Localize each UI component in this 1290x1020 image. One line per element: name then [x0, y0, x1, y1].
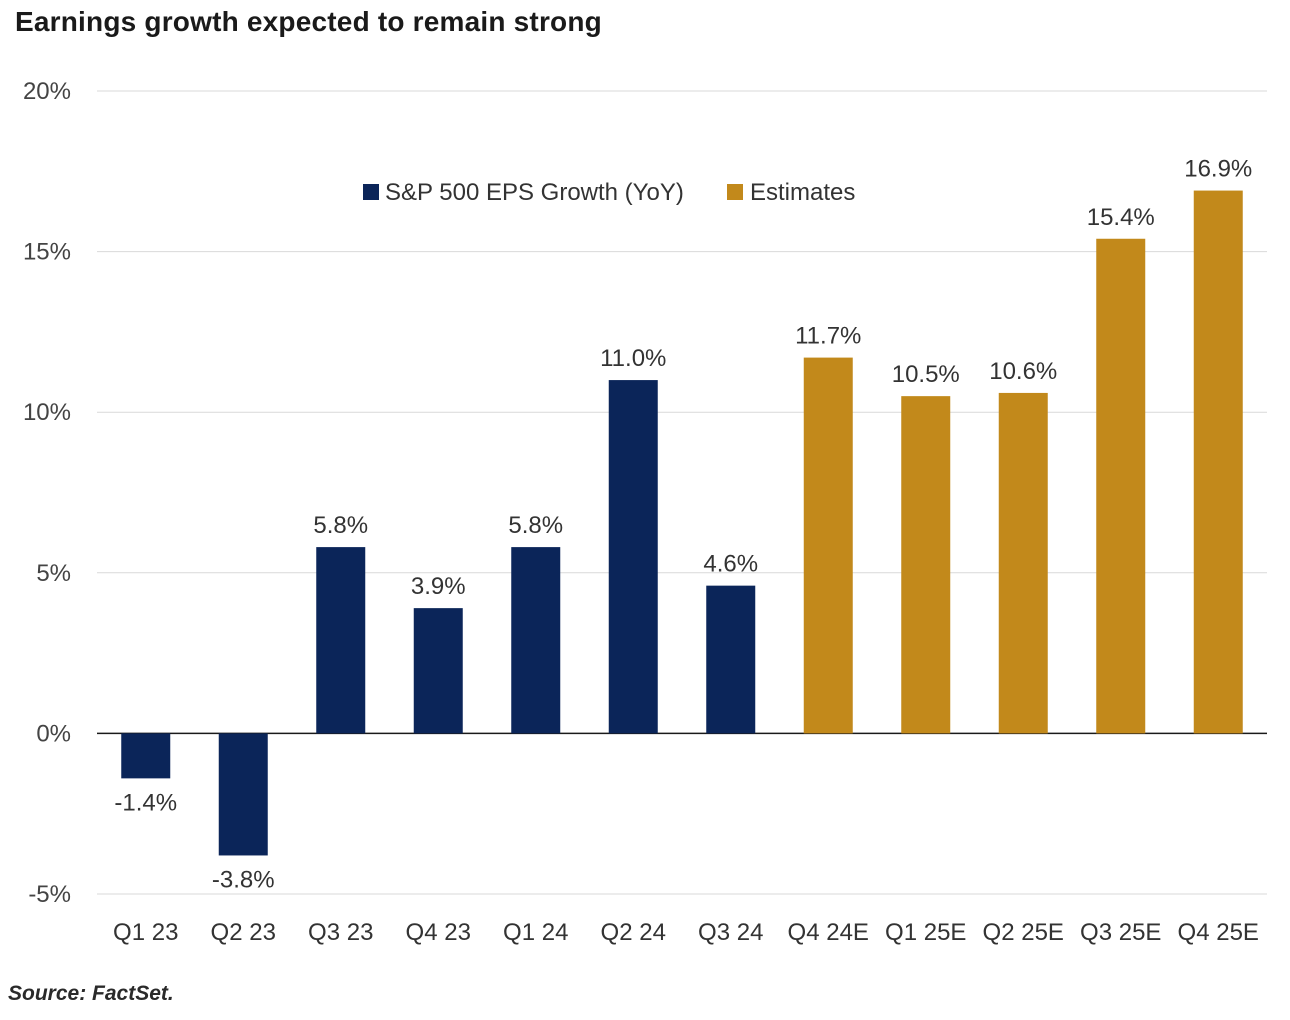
gridlines [97, 90, 1267, 895]
bar [413, 608, 463, 734]
x-tick-label: Q2 24 [601, 919, 666, 946]
x-tick-label: Q1 24 [503, 919, 568, 946]
bar [511, 547, 561, 734]
bar [218, 733, 268, 856]
x-tick-label: Q4 23 [406, 919, 471, 946]
bar [121, 733, 171, 779]
legend-label: S&P 500 EPS Growth (YoY) [385, 179, 684, 206]
y-tick-label: 15% [23, 239, 71, 266]
x-axis: Q1 23 Q2 23 Q3 23 Q4 23 Q1 24 Q2 24 Q3 24 Q4 24… [113, 919, 1259, 946]
bar [998, 392, 1048, 734]
data-label: 11.0% [600, 345, 666, 372]
data-label: -3.8% [212, 866, 275, 893]
data-label: 11.7% [795, 323, 861, 350]
data-label: 10.5% [892, 361, 960, 388]
y-tick-label: 20% [23, 78, 71, 105]
data-label: -1.4% [114, 789, 177, 816]
y-tick-label: 10% [23, 399, 71, 426]
legend: S&P 500 EPS Growth (YoY) Estimates [363, 179, 855, 206]
data-label: 4.6% [703, 551, 758, 578]
x-tick-label: Q3 24 [698, 919, 763, 946]
data-labels: -1.4% -3.8% 5.8% 3.9% 5.8% 11.0% 4.6% 11.7% 10.5… [114, 156, 1252, 894]
x-tick-label: Q1 23 [113, 919, 178, 946]
x-tick-label: Q3 23 [308, 919, 373, 946]
x-tick-label: Q2 23 [211, 919, 276, 946]
bar [1193, 190, 1243, 734]
y-tick-label: -5% [28, 881, 71, 908]
bar [1096, 238, 1146, 734]
data-label: 5.8% [508, 512, 563, 539]
y-tick-label: 5% [36, 560, 71, 587]
data-label: 15.4% [1087, 204, 1155, 231]
x-tick-label: Q1 25E [885, 919, 966, 946]
legend-label: Estimates [750, 179, 855, 206]
x-tick-label: Q4 24E [788, 919, 869, 946]
data-label: 3.9% [411, 573, 466, 600]
y-tick-label: 0% [36, 720, 71, 747]
bar [706, 585, 756, 734]
data-label: 10.6% [989, 358, 1057, 385]
bar [803, 357, 853, 734]
chart-title: Earnings growth expected to remain stron… [15, 6, 602, 37]
bars [121, 190, 1243, 856]
bar [608, 380, 658, 734]
data-label: 5.8% [313, 512, 368, 539]
bar-chart: 20% 15% 10% 5% 0% -5% -1.4% -3.8% 5.8% 3.9% 5.8% 1… [23, 78, 1267, 946]
x-tick-label: Q3 25E [1080, 919, 1161, 946]
bar [901, 396, 951, 734]
x-tick-label: Q2 25E [983, 919, 1064, 946]
legend-swatch [727, 184, 743, 200]
source-note: Source: FactSet. [8, 982, 174, 1005]
bar [316, 547, 366, 734]
x-tick-label: Q4 25E [1178, 919, 1259, 946]
legend-swatch [363, 184, 379, 200]
y-axis: 20% 15% 10% 5% 0% -5% [23, 78, 71, 908]
data-label: 16.9% [1184, 156, 1252, 183]
